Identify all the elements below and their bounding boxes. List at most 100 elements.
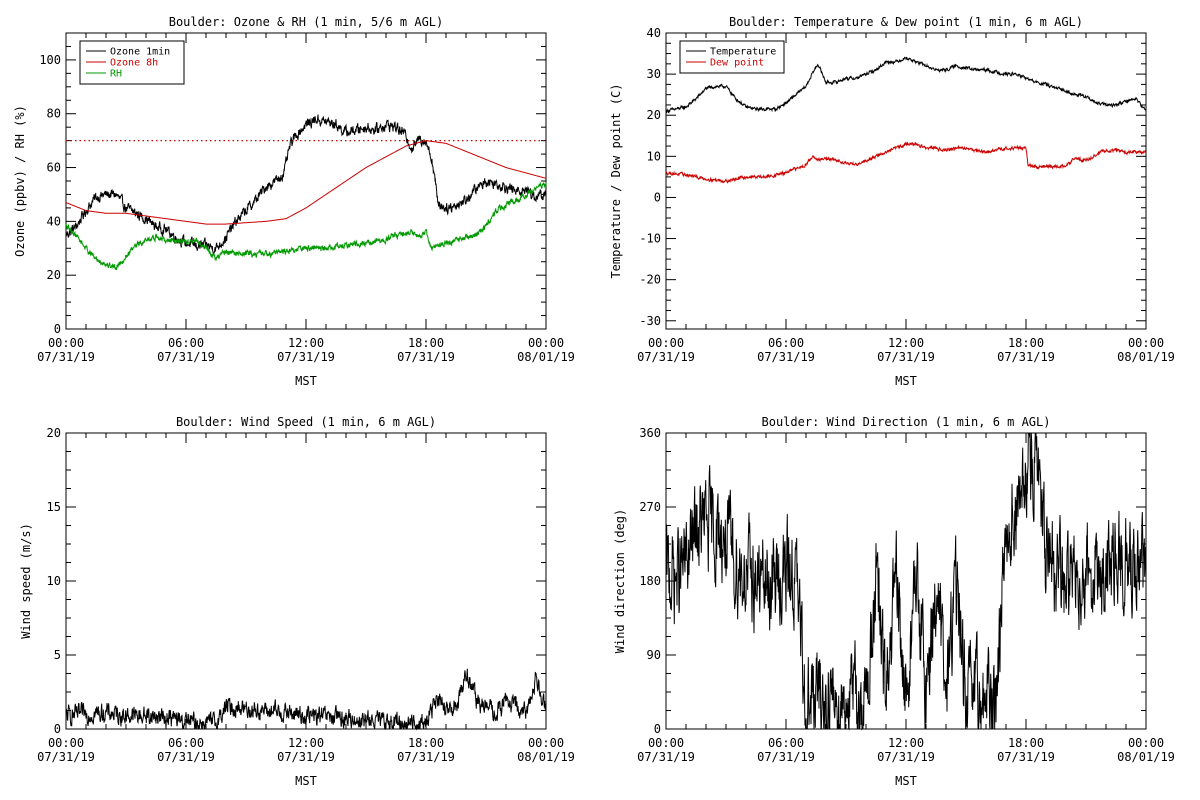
x-tick-time-label: 00:00	[1128, 736, 1164, 750]
series-line-temperature	[665, 56, 1147, 114]
y-tick-label: 100	[39, 53, 61, 67]
x-tick-time-label: 00:00	[528, 736, 564, 750]
y-tick-label: 80	[47, 107, 61, 121]
y-tick-label: 0	[54, 722, 61, 736]
x-tick-date-label: 08/01/19	[517, 750, 575, 764]
y-tick-label: 20	[47, 268, 61, 282]
x-tick-time-label: 18:00	[408, 336, 444, 350]
series-group	[665, 432, 1147, 731]
legend-label: RH	[110, 69, 122, 80]
x-tick-time-label: 00:00	[48, 336, 84, 350]
y-tick-label: -10	[639, 232, 661, 246]
x-tick-time-label: 18:00	[1008, 736, 1044, 750]
x-tick-date-label: 07/31/19	[997, 750, 1055, 764]
x-tick-date-label: 07/31/19	[757, 350, 815, 364]
series-line-ozone-8h	[65, 140, 547, 225]
y-axis-label: Wind direction (deg)	[613, 509, 627, 654]
temperature-dewpoint-panel: Boulder: Temperature & Dew point (1 min,…	[609, 15, 1175, 388]
x-tick-time-label: 00:00	[528, 336, 564, 350]
y-tick-label: -20	[639, 273, 661, 287]
y-tick-label: 30	[647, 67, 661, 81]
series-line-ozone-1min	[65, 114, 547, 255]
wind-direction-panel: Boulder: Wind Direction (1 min, 6 m AGL)…	[613, 415, 1175, 788]
x-tick-date-label: 07/31/19	[157, 350, 215, 364]
y-tick-label: 60	[47, 161, 61, 175]
x-tick-time-label: 00:00	[648, 336, 684, 350]
legend-label: Ozone 8h	[110, 58, 158, 69]
chart-title: Boulder: Ozone & RH (1 min, 5/6 m AGL)	[169, 15, 444, 29]
y-axis: -30 -20 -10 0 10 20 30 40	[639, 26, 1146, 328]
x-tick-time-label: 00:00	[1128, 336, 1164, 350]
legend-label: Ozone 1min	[110, 47, 170, 58]
ozone-rh-panel: Boulder: Ozone & RH (1 min, 5/6 m AGL) 0…	[13, 15, 575, 388]
y-tick-label: 20	[47, 426, 61, 440]
x-tick-time-label: 12:00	[888, 736, 924, 750]
series-group	[65, 114, 547, 271]
y-tick-label: 40	[647, 26, 661, 40]
x-tick-date-label: 07/31/19	[397, 350, 455, 364]
x-tick-time-label: 18:00	[1008, 336, 1044, 350]
chart-title: Boulder: Wind Speed (1 min, 6 m AGL)	[176, 415, 436, 429]
x-axis-label: MST	[295, 374, 317, 388]
y-axis-label: Ozone (ppbv) / RH (%)	[13, 105, 27, 257]
series-group	[665, 56, 1147, 184]
y-tick-label: 10	[647, 149, 661, 163]
x-tick-time-label: 06:00	[168, 736, 204, 750]
x-tick-date-label: 07/31/19	[157, 750, 215, 764]
x-tick-date-label: 07/31/19	[877, 750, 935, 764]
y-tick-label: 5	[54, 648, 61, 662]
chart-title: Boulder: Temperature & Dew point (1 min,…	[729, 15, 1083, 29]
plot-area	[665, 32, 1147, 330]
x-axis: 00:0007/31/1906:0007/31/1912:0007/31/191…	[637, 433, 1175, 764]
y-tick-label: 270	[639, 500, 661, 514]
x-tick-date-label: 07/31/19	[277, 750, 335, 764]
series-line-rh	[65, 181, 547, 271]
y-axis: 0 5 10 15 20	[47, 426, 546, 736]
y-tick-label: 90	[647, 648, 661, 662]
wind-speed-panel: Boulder: Wind Speed (1 min, 6 m AGL) 0 5 1…	[19, 415, 575, 788]
legend-label: Temperature	[710, 47, 776, 58]
x-tick-time-label: 12:00	[288, 336, 324, 350]
chart-title: Boulder: Wind Direction (1 min, 6 m AGL)	[762, 415, 1051, 429]
y-tick-label: 180	[639, 574, 661, 588]
x-tick-date-label: 08/01/19	[517, 350, 575, 364]
x-tick-date-label: 07/31/19	[637, 750, 695, 764]
y-tick-label: 0	[654, 190, 661, 204]
x-tick-time-label: 12:00	[888, 336, 924, 350]
y-axis-label: Temperature / Dew point (C)	[609, 83, 623, 278]
x-tick-date-label: 07/31/19	[757, 750, 815, 764]
series-line-series-0	[65, 668, 547, 731]
x-tick-date-label: 07/31/19	[877, 350, 935, 364]
x-axis: 00:0007/31/1906:0007/31/1912:0007/31/191…	[37, 33, 575, 364]
x-tick-time-label: 06:00	[768, 336, 804, 350]
x-tick-date-label: 07/31/19	[997, 350, 1055, 364]
x-tick-date-label: 08/01/19	[1117, 350, 1175, 364]
x-tick-time-label: 06:00	[168, 336, 204, 350]
series-group	[65, 668, 547, 731]
x-axis: 00:0007/31/1906:0007/31/1912:0007/31/191…	[37, 433, 575, 764]
x-axis: 00:0007/31/1906:0007/31/1912:0007/31/191…	[637, 33, 1175, 364]
x-tick-date-label: 07/31/19	[277, 350, 335, 364]
y-axis: 0 90 180 270 360	[639, 426, 1146, 736]
legend-box	[679, 40, 785, 74]
x-tick-time-label: 00:00	[648, 736, 684, 750]
x-tick-time-label: 18:00	[408, 736, 444, 750]
x-tick-date-label: 07/31/19	[37, 350, 95, 364]
series-line-dew-point	[665, 141, 1147, 184]
y-tick-label: 15	[47, 500, 61, 514]
y-tick-label: 10	[47, 574, 61, 588]
y-tick-label: 20	[647, 108, 661, 122]
x-tick-date-label: 07/31/19	[397, 750, 455, 764]
x-tick-time-label: 06:00	[768, 736, 804, 750]
y-tick-label: -30	[639, 314, 661, 328]
x-tick-date-label: 07/31/19	[637, 350, 695, 364]
x-axis-label: MST	[295, 774, 317, 788]
y-tick-label: 40	[47, 214, 61, 228]
y-tick-label: 0	[54, 322, 61, 336]
y-axis-label: Wind speed (m/s)	[19, 523, 33, 639]
y-tick-label: 0	[654, 722, 661, 736]
x-axis-label: MST	[895, 774, 917, 788]
